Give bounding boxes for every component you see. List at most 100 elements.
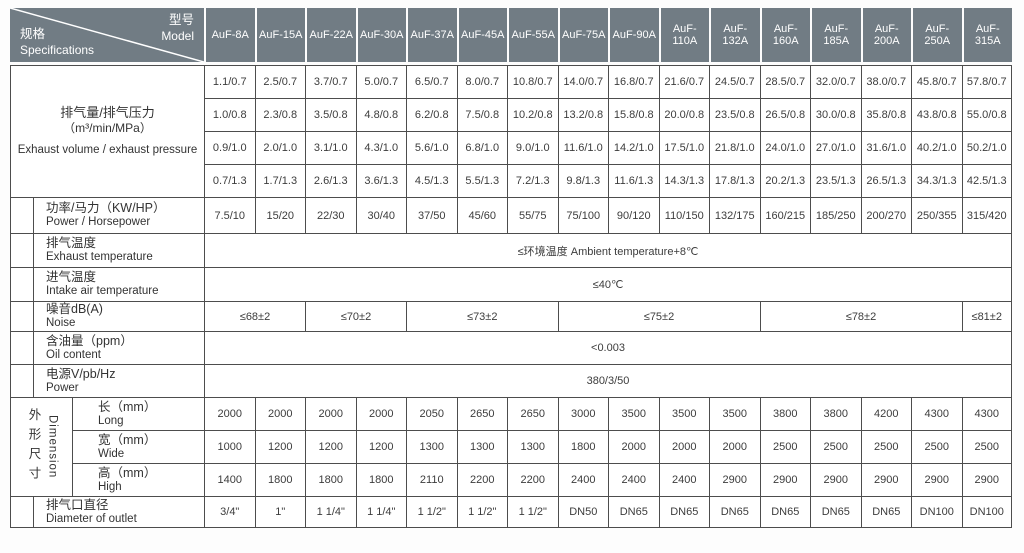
exhaust-value-cell: 14.3/1.3 [658,164,709,197]
dimension-value-cell: 2400 [658,463,709,496]
dimension-value-cell: 2000 [204,397,255,430]
exhaust-value-cell: 23.5/1.3 [810,164,861,197]
dimension-value-cell: 2900 [860,463,911,496]
exhaust-value-cell: 32.0/0.7 [810,65,861,98]
exhaust-value-cell: 28.5/0.7 [759,65,810,98]
dimension-group-zh: 外形尺寸 [26,408,41,486]
dimension-value-cell: 2500 [860,430,911,463]
dimension-value-cell: 2500 [911,430,962,463]
spacer-cell [10,197,33,233]
exhaust-value-cell: 4.5/1.3 [406,164,457,197]
dimension-value-cell: 1200 [355,430,406,463]
exhaust-value-cell: 27.0/1.0 [810,131,861,164]
dimension-value-cell: 2110 [406,463,457,496]
exhaust-value-cell: 45.8/0.7 [911,65,962,98]
dimension-value-cell: 1800 [557,430,608,463]
dimension-value-cell: 1000 [204,430,255,463]
long-label-zh: 长（mm） [98,399,157,414]
intake-temp-label-zh: 进气温度 [46,270,97,285]
dimension-long-row: 外形尺寸 Dimension 长（mm） Long 2000 2000 2000… [10,397,1012,496]
exhaust-value-cell: 26.5/0.8 [759,98,810,131]
dimension-value-cell: 1800 [355,463,406,496]
dimension-high-row: 高（mm） High 1400 1800 1800 1800 2110 2200… [10,463,1012,496]
power-value-cell: 7.5/10 [204,197,255,233]
exhaust-label-zh: 排气量/排气压力 [60,105,155,121]
dimension-value-cell: 4300 [961,397,1012,430]
power-value-cell: 90/120 [608,197,659,233]
exhaust-value-cell: 0.9/1.0 [204,131,255,164]
dimension-value-cell: 2400 [608,463,659,496]
exhaust-value-cell: 21.6/0.7 [658,65,709,98]
power-value-cell: 30/40 [355,197,406,233]
exhaust-value-cell: 9.0/1.0 [507,131,558,164]
power-row: 功率/马力（KW/HP） Power / Horsepower 7.5/10 1… [10,197,1012,233]
dimension-value-cell: 2000 [658,430,709,463]
row-label-power: 功率/马力（KW/HP） Power / Horsepower [33,197,204,233]
outlet-value-cell: DN65 [709,496,760,528]
model-column-header: AuF-200A [860,8,911,65]
exhaust-value-cell: 4.3/1.0 [355,131,406,164]
dimension-value-cell: 2000 [254,397,305,430]
dimension-value-cell: 4200 [860,397,911,430]
dimension-value-cell: 2900 [759,463,810,496]
specifications-table: 型号 Model 规格 Specifications AuF-8A AuF-15… [10,8,1012,528]
model-column-header: AuF-45A [456,8,507,65]
spacer-cell [10,331,33,364]
spec-label-zh: 规格 [20,27,46,42]
dimension-value-cell: 1800 [254,463,305,496]
outlet-value-cell: 1 1/4" [305,496,356,528]
exhaust-value-cell: 30.0/0.8 [810,98,861,131]
dimension-value-cell: 1300 [406,430,457,463]
noise-row: 噪音dB(A) Noise ≤68±2 ≤70±2 ≤73±2 ≤75±2 ≤7… [10,301,1012,331]
power-value-cell: 160/215 [759,197,810,233]
exhaust-value-cell: 5.5/1.3 [456,164,507,197]
noise-value-cell: ≤68±2 [204,301,305,331]
spacer-cell [10,233,33,267]
exhaust-temp-label-zh: 排气温度 [46,236,97,251]
outlet-value-cell: 1 1/2" [456,496,507,528]
dimension-value-cell: 2200 [456,463,507,496]
merged-value-cell: ≤40℃ [204,267,1012,301]
exhaust-value-cell: 8.0/0.7 [456,65,507,98]
exhaust-value-cell: 6.8/1.0 [456,131,507,164]
row-label-wide: 宽（mm） Wide [72,430,204,463]
outlet-value-cell: DN100 [961,496,1012,528]
row-label-intake-temp: 进气温度 Intake air temperature [33,267,204,301]
exhaust-value-cell: 34.3/1.3 [911,164,962,197]
outlet-value-cell: DN100 [911,496,962,528]
row-label-long: 长（mm） Long [72,397,204,430]
exhaust-value-cell: 10.2/0.8 [507,98,558,131]
exhaust-value-cell: 43.8/0.8 [911,98,962,131]
exhaust-value-cell: 23.5/0.8 [709,98,760,131]
exhaust-row-0.8mpa: 1.0/0.8 2.3/0.8 3.5/0.8 4.8/0.8 6.2/0.8 … [10,98,1012,131]
row-label-high: 高（mm） High [72,463,204,496]
power-value-cell: 110/150 [658,197,709,233]
exhaust-value-cell: 20.2/1.3 [759,164,810,197]
wide-label-zh: 宽（mm） [98,432,157,447]
exhaust-value-cell: 6.5/0.7 [406,65,457,98]
model-column-header: AuF-185A [810,8,861,65]
dimension-value-cell: 2500 [759,430,810,463]
exhaust-value-cell: 5.6/1.0 [406,131,457,164]
dimension-group-cell: 外形尺寸 Dimension [10,397,72,496]
exhaust-value-cell: 2.0/1.0 [254,131,305,164]
dimension-value-cell: 2400 [557,463,608,496]
outlet-diameter-row: 排气口直径 Diameter of outlet 3/4" 1" 1 1/4" … [10,496,1012,528]
row-label-exhaust: 排气量/排气压力 （m³/min/MPa） Exhaust volume / e… [10,65,204,197]
exhaust-value-cell: 17.8/1.3 [709,164,760,197]
model-column-header: AuF-250A [911,8,962,65]
high-label-zh: 高（mm） [98,465,157,480]
corner-spec-label: 规格 Specifications [20,27,94,58]
spacer-cell [10,496,33,528]
corner-model-label: 型号 Model [161,13,194,44]
spacer-cell [10,301,33,331]
exhaust-value-cell: 24.5/0.7 [709,65,760,98]
spacer-cell [10,364,33,397]
exhaust-value-cell: 26.5/1.3 [860,164,911,197]
dimension-group-en: Dimension [46,415,59,479]
outlet-value-cell: DN65 [658,496,709,528]
exhaust-value-cell: 14.0/0.7 [557,65,608,98]
power-value-cell: 315/420 [961,197,1012,233]
noise-label-en: Noise [46,317,76,330]
noise-label-zh: 噪音dB(A) [46,302,103,317]
